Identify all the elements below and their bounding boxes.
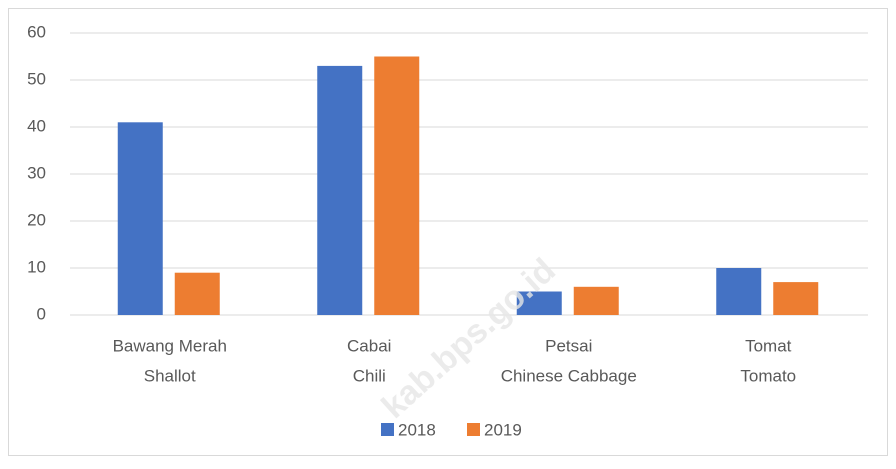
x-tick-label: Cabai	[347, 336, 391, 355]
y-tick-label: 10	[27, 257, 46, 276]
y-tick-label: 50	[27, 69, 46, 88]
y-tick-label: 40	[27, 116, 46, 135]
bar	[573, 286, 619, 315]
y-tick-label: 30	[27, 163, 46, 182]
bar	[374, 56, 420, 315]
bar	[317, 65, 363, 316]
legend-label: 2019	[484, 420, 522, 439]
legend-label: 2018	[398, 420, 436, 439]
y-tick-label: 60	[27, 22, 46, 41]
x-tick-label: Bawang Merah	[113, 336, 227, 355]
bar	[516, 291, 562, 315]
bar	[716, 268, 762, 315]
x-tick-label: Tomat	[745, 336, 792, 355]
x-tick-label: Petsai	[545, 336, 592, 355]
x-tick-label: Chinese Cabbage	[501, 366, 637, 385]
x-tick-label: Shallot	[144, 366, 196, 385]
y-tick-label: 20	[27, 210, 46, 229]
x-tick-label: Chili	[353, 366, 386, 385]
legend-swatch	[381, 423, 394, 436]
bar	[174, 272, 220, 315]
x-tick-label: Tomato	[740, 366, 796, 385]
legend-swatch	[467, 423, 480, 436]
y-tick-label: 0	[37, 304, 46, 323]
bar	[773, 282, 819, 315]
bar	[117, 122, 163, 315]
